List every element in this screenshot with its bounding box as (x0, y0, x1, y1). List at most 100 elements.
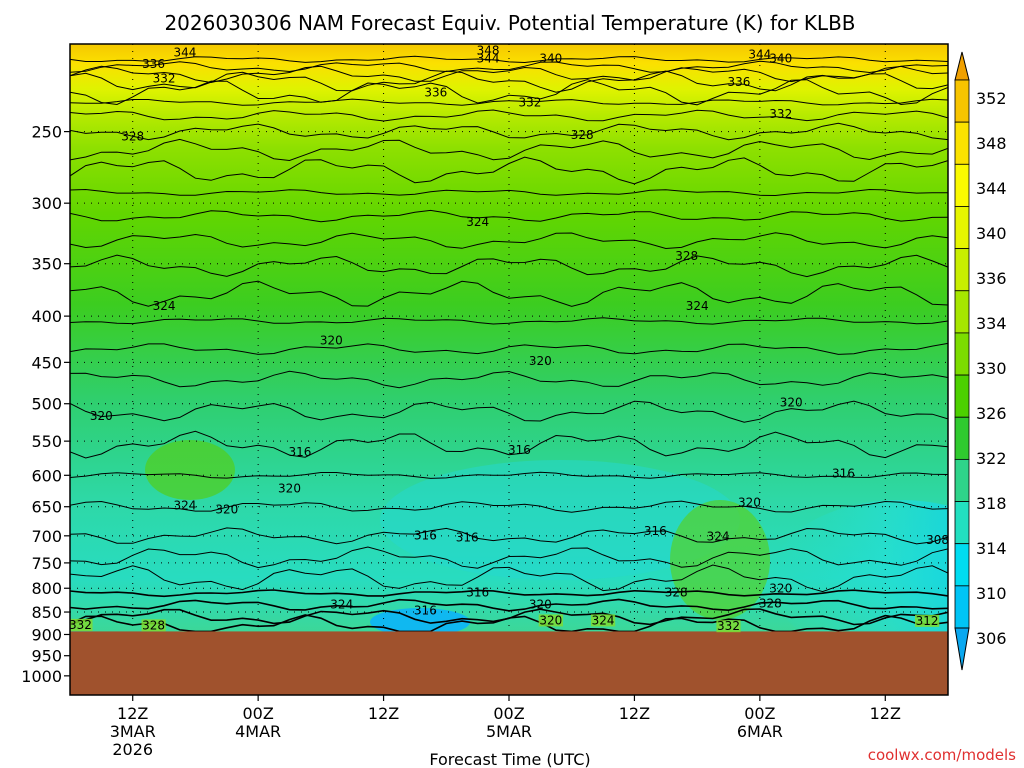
y-tick-label-1000: 1000 (21, 667, 62, 686)
contour-label-5: 340 (769, 51, 792, 65)
contour-label-30: 316 (456, 530, 479, 544)
colorbar-swatch-5 (954, 248, 970, 292)
contour-label-6: 336 (142, 57, 165, 71)
x-tick-label-0-2: 2026 (112, 740, 153, 759)
contour-label-22: 316 (288, 445, 311, 459)
colorbar-swatch-7 (954, 332, 970, 376)
colorbar-label-330: 330 (976, 359, 1007, 378)
contour-label-15: 324 (466, 215, 489, 229)
contour-label-16: 324 (153, 299, 176, 313)
contour-line-26 (70, 598, 948, 612)
contour-label-2: 344 (477, 51, 500, 65)
contour-label-bg-45 (141, 619, 166, 632)
cold-region-mid (380, 460, 740, 580)
colorbar-label-334: 334 (976, 314, 1007, 333)
colorbar-label-314: 314 (976, 539, 1007, 558)
contour-line-6 (70, 109, 948, 122)
contour-label-37: 324 (330, 597, 353, 611)
x-axis-label: Forecast Time (UTC) (429, 750, 590, 768)
y-tick-label-850: 850 (31, 603, 62, 622)
contour-line-8 (70, 138, 948, 162)
colorbar-label-322: 322 (976, 449, 1007, 468)
contour-line-16 (70, 342, 948, 355)
y-tick-label-500: 500 (31, 395, 62, 414)
contour-label-14: 328 (675, 249, 698, 263)
x-tick-label-2-0: 12Z (368, 704, 399, 723)
y-tick-label-700: 700 (31, 527, 62, 546)
contour-line-0 (70, 55, 948, 64)
colorbar-swatch-9 (954, 416, 970, 460)
colorbar-swatch-13 (954, 585, 970, 629)
contour-line-19 (70, 430, 948, 459)
contour-label-44: 332 (69, 618, 92, 632)
cold-pocket (370, 608, 470, 636)
x-tick-label-5-0: 00Z (744, 704, 775, 723)
contour-label-33: 308 (926, 533, 949, 547)
colorbar-swatch-11 (954, 501, 970, 545)
cold-region-east (770, 500, 948, 660)
y-tick-label-250: 250 (31, 123, 62, 142)
contour-line-21 (70, 500, 948, 513)
contour-line-1 (70, 60, 948, 74)
x-tick-label-1-0: 00Z (242, 704, 273, 723)
colorbar-label-344: 344 (976, 179, 1007, 198)
contour-label-10: 332 (518, 96, 541, 110)
colorbar-swatch-4 (954, 206, 970, 250)
colorbar-swatch-2 (954, 121, 970, 165)
contour-label-bg-42 (590, 614, 616, 627)
contour-label-31: 316 (644, 524, 667, 538)
contour-line-14 (70, 280, 948, 307)
y-tick-label-600: 600 (31, 466, 62, 485)
colorbar-swatch-6 (954, 290, 970, 334)
colorbar-label-352: 352 (976, 89, 1007, 108)
contour-label-41: 320 (539, 613, 562, 627)
contour-line-7 (70, 122, 948, 141)
contour-line-4 (70, 79, 948, 106)
colorbar: 352 348 344 340 336 334 330 326 322 318 314 310 306 (954, 51, 1007, 671)
contour-label-26: 320 (215, 503, 238, 517)
contour-label-38: 320 (529, 597, 552, 611)
contour-label-43: 332 (717, 619, 740, 633)
contour-label-13: 328 (571, 128, 594, 142)
colorbar-label-348: 348 (976, 134, 1007, 153)
colorbar-label-340: 340 (976, 224, 1007, 243)
contour-label-bg-43 (716, 620, 741, 633)
contour-line-11 (70, 209, 948, 223)
contour-label-35: 328 (665, 586, 688, 600)
contour-label-0: 348 (477, 44, 500, 58)
colorbar-label-310: 310 (976, 584, 1007, 603)
contour-label-bg-46 (914, 614, 940, 627)
contour-label-9: 332 (153, 71, 176, 85)
x-tick-label-3-0: 00Z (493, 704, 524, 723)
colorbar-label-336: 336 (976, 269, 1007, 288)
y-tick-label-800: 800 (31, 579, 62, 598)
contour-line-12 (70, 232, 948, 250)
contour-line-24 (70, 564, 948, 593)
contour-line-22 (70, 527, 948, 545)
warm-pocket-lowlevel (670, 500, 770, 620)
chart-title: 2026030306 NAM Forecast Equiv. Potential… (164, 11, 855, 35)
contour-label-40: 316 (414, 603, 437, 617)
y-tick-label-750: 750 (31, 554, 62, 573)
contour-label-36: 320 (769, 582, 792, 596)
contour-label-27: 320 (278, 481, 301, 495)
contour-label-7: 336 (424, 85, 447, 99)
x-tick-label-6-0: 12Z (870, 704, 901, 723)
colorbar-swatch-10 (954, 458, 970, 502)
y-axis: 250 300 350 400 450 500 550 600 650 700 750 800 850 9… (21, 123, 70, 686)
colorbar-top-arrow (954, 51, 970, 81)
contour-line-25 (70, 589, 948, 598)
contour-label-45: 328 (142, 618, 165, 632)
x-tick-label-4-0: 12Z (619, 704, 650, 723)
x-tick-label-3-1: 5MAR (486, 722, 532, 741)
contour-line-23 (70, 546, 948, 569)
contour-label-bg-41 (538, 614, 563, 627)
contour-label-bg-44 (70, 618, 93, 631)
contour-line-13 (70, 254, 948, 278)
contour-label-8: 336 (727, 75, 750, 89)
colorbar-swatch-3 (954, 163, 970, 207)
